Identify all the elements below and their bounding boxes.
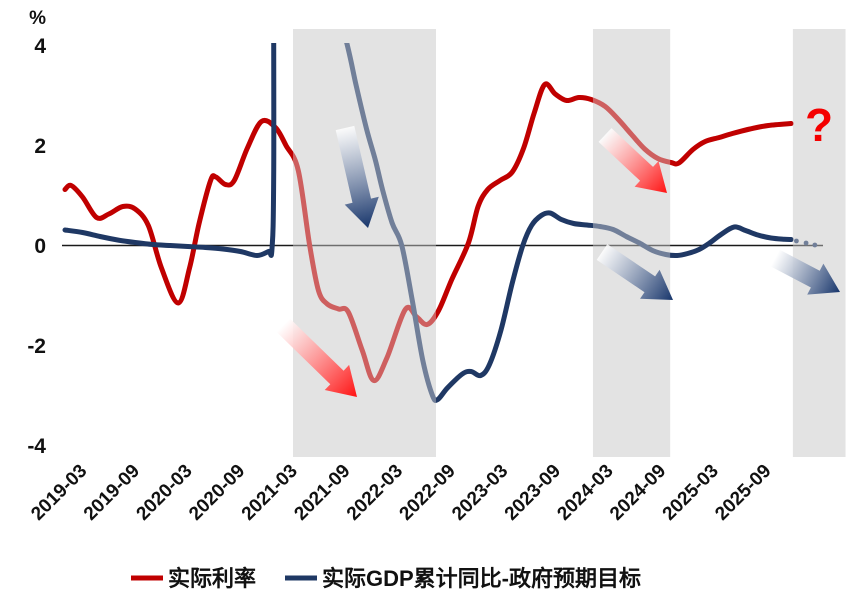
x-tick-label: 2022-09 (396, 461, 460, 525)
forecast-dot (812, 242, 818, 248)
highlight-band-fade (792, 29, 846, 457)
x-tick: 2024-09 (606, 461, 670, 525)
y-tick-label: -2 (27, 335, 46, 358)
series-lines (62, 43, 794, 403)
x-tick-label: 2025-09 (711, 461, 775, 525)
legend-label-gdp-gap: 实际GDP累计同比-政府预期目标 (322, 566, 641, 591)
highlight-band (293, 29, 436, 457)
x-tick: 2022-03 (343, 461, 407, 525)
x-tick: 2023-09 (501, 461, 565, 525)
x-tick-label: 2024-03 (553, 461, 617, 525)
y-axis-unit-label: % (29, 8, 46, 29)
dotted-forecast-tail (794, 238, 818, 248)
x-tick-label: 2024-09 (606, 461, 670, 525)
y-tick-label: 0 (34, 235, 46, 258)
highlight-band (592, 29, 671, 457)
legend-item: 实际GDP累计同比-政府预期目标 (285, 566, 641, 591)
x-tick-label: 2021-09 (290, 461, 354, 525)
y-tick-label: -4 (27, 435, 46, 458)
x-tick: 2020-03 (133, 461, 197, 525)
x-tick-label: 2025-03 (659, 461, 723, 525)
x-tick: 2021-03 (238, 461, 302, 525)
highlight-band (792, 29, 846, 457)
question-mark-annotation: ? (805, 99, 833, 151)
x-tick-label: 2023-03 (448, 461, 512, 525)
x-tick-label: 2023-09 (501, 461, 565, 525)
x-tick: 2022-09 (396, 461, 460, 525)
down-right-arrow (770, 249, 840, 295)
down-right-arrow (335, 125, 379, 228)
trend-arrows (276, 125, 840, 397)
legend-label-real-rate: 实际利率 (168, 566, 256, 591)
down-right-arrow (596, 244, 673, 300)
highlight-band-fade (592, 29, 671, 457)
x-tick-label: 2021-03 (238, 461, 302, 525)
x-tick-label: 2019-09 (80, 461, 144, 525)
x-tick: 2020-09 (185, 461, 249, 525)
down-right-arrow (598, 128, 667, 193)
x-axis-tick-labels: 2019-032019-092020-032020-092021-032021-… (27, 461, 775, 525)
x-tick: 2019-09 (80, 461, 144, 525)
forecast-dot (803, 240, 809, 246)
forecast-dot (794, 238, 799, 244)
x-tick-label: 2020-03 (133, 461, 197, 525)
highlight-bands (293, 29, 846, 457)
x-tick: 2024-03 (553, 461, 617, 525)
y-tick-label: 4 (34, 35, 46, 58)
x-tick: 2025-03 (659, 461, 723, 525)
legend-item: 实际利率 (131, 566, 256, 591)
x-tick: 2025-09 (711, 461, 775, 525)
series-line-gdp-gap (62, 43, 794, 403)
x-tick-label: 2022-03 (343, 461, 407, 525)
legend: 实际利率 实际GDP累计同比-政府预期目标 (131, 566, 641, 591)
y-axis-tick-labels: 4 2 0 -2 -4 (27, 35, 46, 458)
highlight-bands-overlay (293, 29, 846, 457)
x-tick: 2023-03 (448, 461, 512, 525)
series-line-real-rate (62, 81, 794, 383)
y-tick-label: 2 (34, 135, 46, 158)
x-tick: 2021-09 (290, 461, 354, 525)
x-tick-label: 2019-03 (27, 461, 91, 525)
down-right-arrow (276, 318, 357, 397)
x-tick-label: 2020-09 (185, 461, 249, 525)
highlight-band-fade (293, 29, 436, 457)
x-tick: 2019-03 (27, 461, 91, 525)
